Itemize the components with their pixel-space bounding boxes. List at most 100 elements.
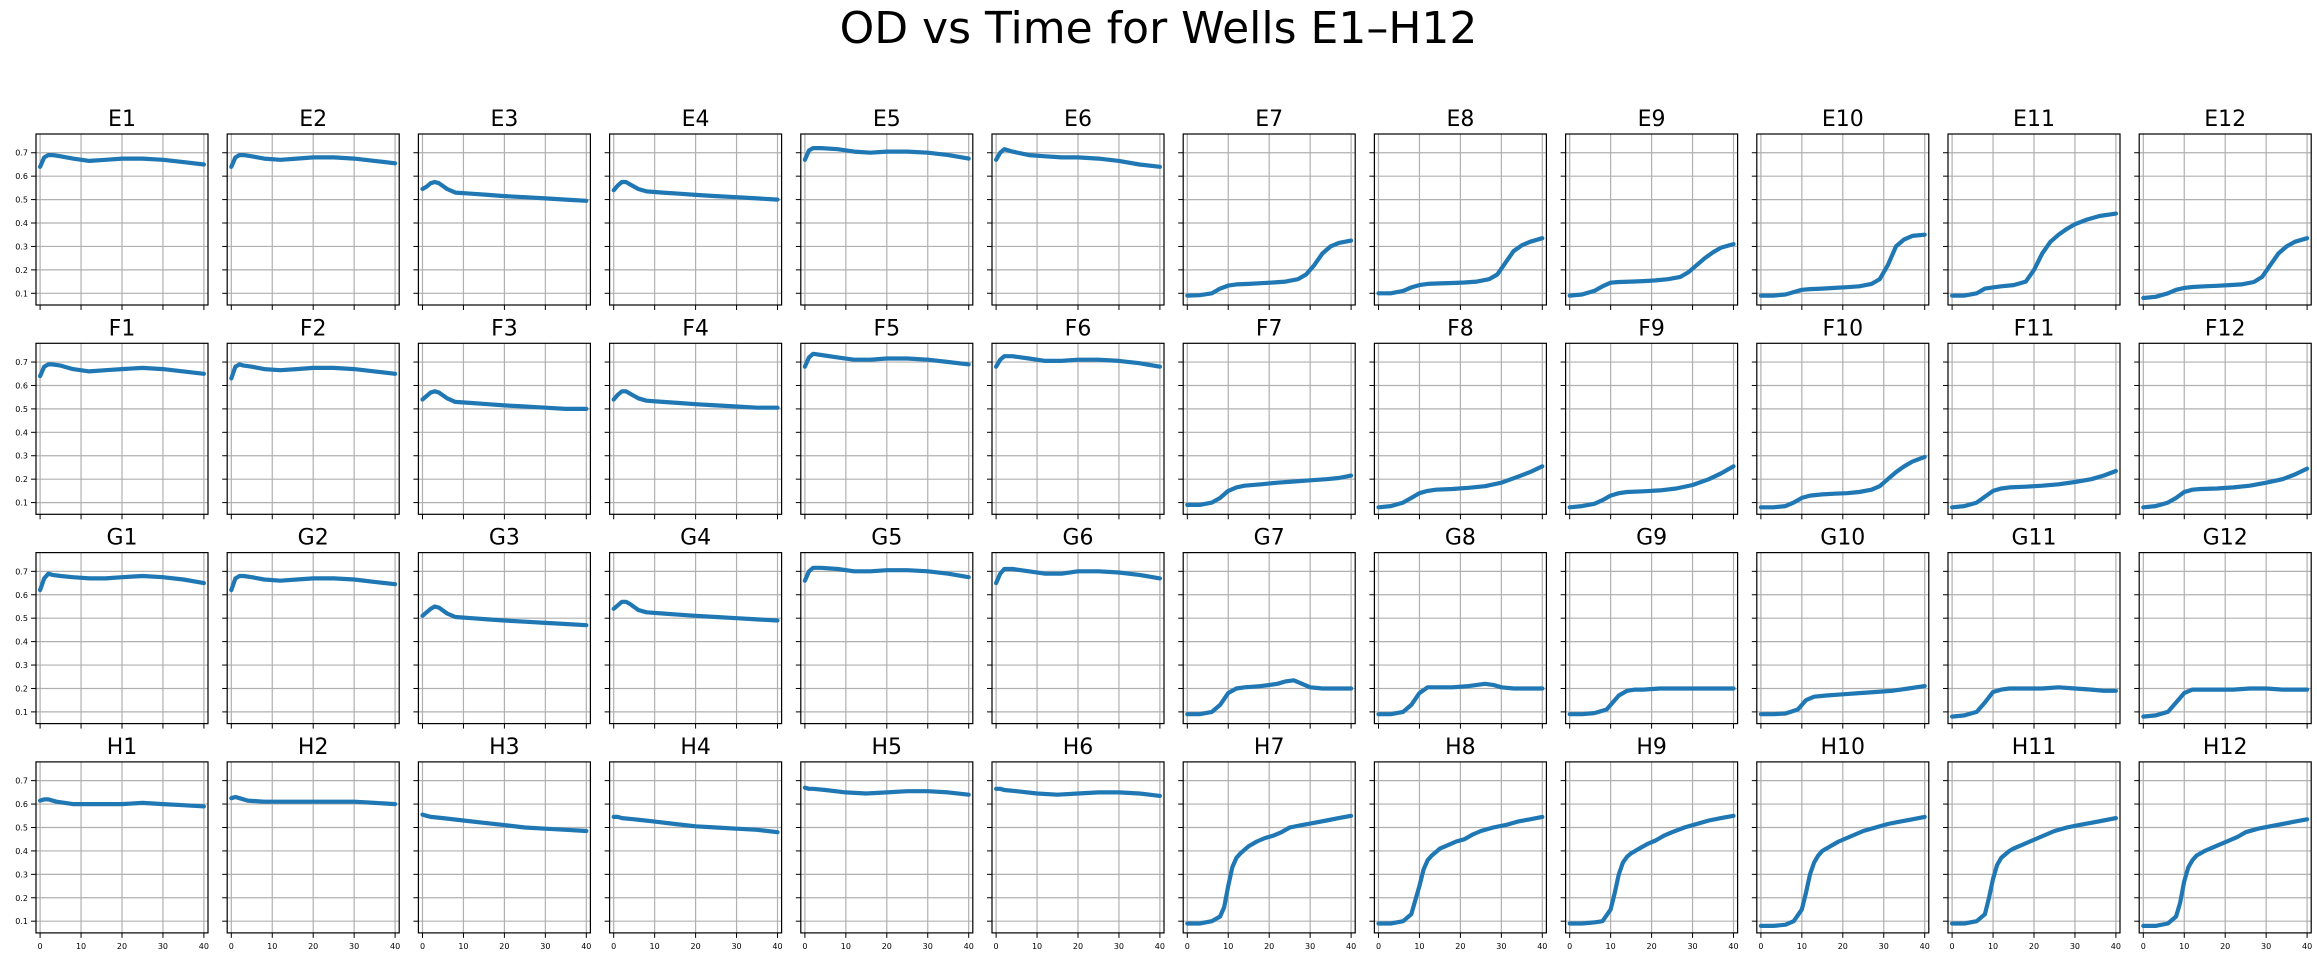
y-tick-label: 0.7 (15, 149, 28, 158)
panel-f5: F5 (795, 316, 974, 520)
plot-frame (608, 342, 783, 515)
plot-frame (800, 551, 974, 725)
panel-g11: G11 (1943, 526, 2121, 729)
y-tick-label: 0.5 (15, 196, 28, 205)
series-line-f8 (1376, 464, 1545, 510)
plot-frame (417, 133, 591, 306)
x-tick-label: 10 (1414, 942, 1424, 951)
series-line-f10 (1758, 454, 1927, 510)
series-line-h3 (420, 812, 589, 834)
y-tick-label: 0.7 (15, 777, 28, 786)
plot-frame (2138, 761, 2312, 934)
panel-title: H9 (1636, 735, 1667, 760)
series-line-e12 (2141, 236, 2310, 301)
y-tick-label: 0.2 (15, 475, 28, 484)
plot-frame (1564, 133, 1739, 306)
panel-h4: 0 10 20 30 40 H4 (604, 735, 783, 951)
x-tick-label: 0 (38, 942, 43, 951)
panel-e9: E9 (1560, 107, 1739, 310)
panel-title: G12 (2203, 526, 2248, 551)
series-line-h12 (2141, 817, 2310, 929)
y-tick-label: 0.4 (15, 428, 28, 437)
series-line-f12 (2141, 466, 2310, 510)
x-tick-label: 10 (267, 942, 277, 951)
panel-title: E3 (490, 107, 518, 132)
x-tick-label: 30 (349, 942, 359, 951)
y-tick-label: 0.3 (15, 870, 28, 879)
plot-frame (608, 551, 783, 725)
x-tick-label: 30 (1305, 942, 1315, 951)
plot-frame (226, 133, 400, 306)
x-tick-label: 40 (2111, 942, 2121, 951)
x-tick-label: 20 (1647, 942, 1657, 951)
panel-title: G3 (489, 526, 520, 551)
plot-frame (1373, 761, 1548, 934)
panel-f6: F6 (987, 316, 1165, 520)
series-line-e3 (420, 179, 589, 203)
panel-title: F4 (682, 316, 709, 341)
panel-title: H4 (680, 735, 711, 760)
x-tick-label: 40 (581, 942, 591, 951)
plot-frame (1756, 133, 1930, 306)
series-line-e8 (1376, 236, 1545, 296)
x-tick-label: 10 (76, 942, 86, 951)
panel-h5: 0 10 20 30 40 H5 (795, 735, 974, 951)
panel-e1: 0.1 0.2 0.3 0.4 0.5 0.6 0.7 E1 (15, 107, 209, 310)
panel-e5: E5 (795, 107, 974, 310)
panel-title: F12 (2205, 316, 2246, 341)
x-tick-label: 40 (964, 942, 974, 951)
plot-frame (2138, 551, 2312, 725)
plot-frame (1756, 342, 1930, 515)
series-line-f9 (1567, 464, 1736, 510)
x-tick-label: 0 (2141, 942, 2146, 951)
x-tick-label: 20 (499, 942, 509, 951)
x-tick-label: 0 (1185, 942, 1190, 951)
plot-frame (1756, 761, 1930, 934)
y-tick-label: 0.3 (15, 242, 28, 251)
panel-h6: 0 10 20 30 40 H6 (987, 735, 1165, 951)
series-line-g5 (802, 565, 971, 583)
x-tick-label: 30 (923, 942, 933, 951)
panel-g12: G12 (2134, 526, 2312, 729)
panel-title: H12 (2203, 735, 2248, 760)
series-line-f6 (993, 354, 1163, 369)
panel-title: E1 (108, 107, 136, 132)
x-tick-label: 30 (1496, 942, 1506, 951)
series-line-f7 (1185, 473, 1354, 507)
x-tick-label: 0 (1950, 942, 1955, 951)
plot-frame (226, 551, 400, 725)
x-tick-label: 10 (2179, 942, 2189, 951)
x-tick-label: 20 (2029, 942, 2039, 951)
series-line-h11 (1949, 815, 2118, 926)
y-tick-label: 0.1 (15, 917, 28, 926)
panel-g5: G5 (795, 526, 974, 729)
plot-frame (226, 342, 400, 515)
series-line-e2 (229, 153, 398, 169)
x-tick-label: 30 (158, 942, 168, 951)
x-tick-label: 20 (1838, 942, 1848, 951)
series-line-h6 (993, 786, 1163, 799)
plot-frame (1947, 342, 2121, 515)
panel-title: G10 (1820, 526, 1865, 551)
series-line-f1 (37, 362, 206, 379)
plot-frame (1756, 551, 1930, 725)
plot-frame (1182, 551, 1356, 725)
panel-g7: G7 (1178, 526, 1356, 729)
panel-title: F5 (873, 316, 900, 341)
y-tick-label: 0.6 (15, 591, 28, 600)
panel-title: G1 (106, 526, 137, 551)
y-tick-label: 0.4 (15, 847, 28, 856)
panel-f1: 0.1 0.2 0.3 0.4 0.5 0.6 0.7 F1 (15, 316, 209, 520)
panel-title: E5 (873, 107, 901, 132)
series-line-e7 (1185, 238, 1354, 298)
x-tick-label: 0 (1758, 942, 1763, 951)
panel-h12: 0 10 20 30 40 H12 (2134, 735, 2312, 951)
plot-frame (991, 551, 1165, 725)
panel-h8: 0 10 20 30 40 H8 (1369, 735, 1547, 951)
x-tick-label: 0 (420, 942, 425, 951)
x-tick-label: 20 (1455, 942, 1465, 951)
panel-f12: F12 (2134, 316, 2312, 520)
y-tick-label: 0.5 (15, 614, 28, 623)
panel-title: E4 (682, 107, 710, 132)
